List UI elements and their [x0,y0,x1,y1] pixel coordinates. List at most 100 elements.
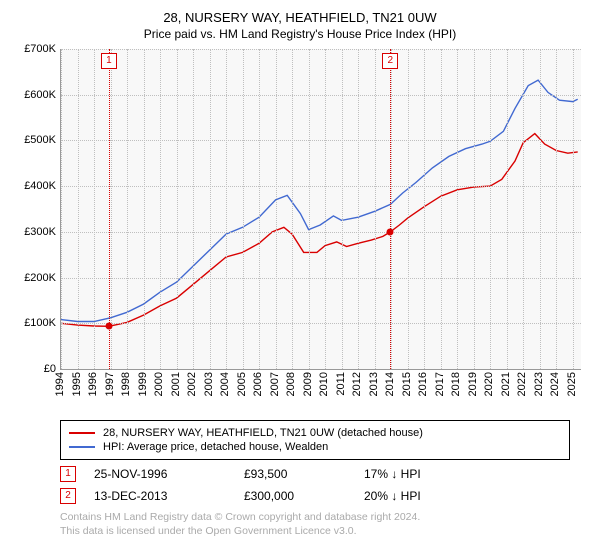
gridline-v [424,49,425,369]
x-tick-label: 2007 [269,372,281,396]
marker-date: 25-NOV-1996 [94,467,244,481]
gridline-v [457,49,458,369]
gridline-v [573,49,574,369]
x-tick-label: 2000 [153,372,165,396]
gridline-h [61,140,581,141]
gridline-v [177,49,178,369]
gridline-v [292,49,293,369]
x-tick-label: 2001 [170,372,182,396]
x-tick-label: 1999 [137,372,149,396]
legend-row: HPI: Average price, detached house, Weal… [69,441,561,453]
marker-date: 13-DEC-2013 [94,489,244,503]
chart-container: 28, NURSERY WAY, HEATHFIELD, TN21 0UW Pr… [0,0,600,546]
gridline-v [276,49,277,369]
plot-area: 12 [60,49,581,370]
gridline-v [474,49,475,369]
gridline-h [61,323,581,324]
marker-badge-small: 2 [60,488,76,504]
x-tick-label: 1998 [120,372,132,396]
x-tick-label: 2016 [417,372,429,396]
gridline-v [61,49,62,369]
attribution-text: Contains HM Land Registry data © Crown c… [60,510,588,538]
gridline-v [259,49,260,369]
gridline-v [193,49,194,369]
x-tick-label: 2011 [335,372,347,396]
attribution-line: This data is licensed under the Open Gov… [60,524,588,538]
y-tick-label: £300K [24,226,56,238]
marker-vline [390,49,391,369]
y-tick-label: £400K [24,180,56,192]
marker-summary-table: 125-NOV-1996£93,50017% ↓ HPI213-DEC-2013… [60,466,570,504]
legend-row: 28, NURSERY WAY, HEATHFIELD, TN21 0UW (d… [69,427,561,439]
gridline-h [61,278,581,279]
gridline-v [507,49,508,369]
gridline-v [358,49,359,369]
y-tick-label: £600K [24,89,56,101]
x-tick-label: 2012 [351,372,363,396]
x-tick-label: 1994 [54,372,66,396]
x-tick-label: 2014 [384,372,396,396]
x-tick-label: 2009 [302,372,314,396]
x-tick-label: 2006 [252,372,264,396]
x-tick-label: 2005 [236,372,248,396]
legend-swatch [69,446,95,448]
gridline-v [540,49,541,369]
y-tick-label: £200K [24,272,56,284]
marker-badge-small: 1 [60,466,76,482]
x-tick-label: 2024 [549,372,561,396]
chart-title: 28, NURSERY WAY, HEATHFIELD, TN21 0UW [12,10,588,25]
line-series-svg [61,49,581,369]
gridline-h [61,95,581,96]
y-axis: £0£100K£200K£300K£400K£500K£600K£700K [12,49,60,369]
gridline-v [127,49,128,369]
x-tick-label: 2019 [467,372,479,396]
gridline-v [144,49,145,369]
x-tick-label: 2023 [533,372,545,396]
x-tick-label: 2020 [483,372,495,396]
marker-badge: 1 [101,53,117,69]
gridline-v [94,49,95,369]
marker-price: £93,500 [244,467,364,481]
marker-summary-row: 213-DEC-2013£300,00020% ↓ HPI [60,488,570,504]
gridline-h [61,232,581,233]
x-tick-label: 2013 [368,372,380,396]
gridline-v [408,49,409,369]
gridline-v [490,49,491,369]
gridline-v [226,49,227,369]
x-tick-label: 1997 [104,372,116,396]
series-line [61,80,578,321]
attribution-line: Contains HM Land Registry data © Crown c… [60,510,588,524]
gridline-h [61,186,581,187]
marker-price: £300,000 [244,489,364,503]
gridline-v [325,49,326,369]
gridline-v [243,49,244,369]
x-tick-label: 2015 [401,372,413,396]
x-tick-label: 2018 [450,372,462,396]
marker-vline [109,49,110,369]
x-tick-label: 2008 [285,372,297,396]
gridline-v [375,49,376,369]
marker-dot [105,323,112,330]
x-tick-label: 2010 [318,372,330,396]
chart-area: £0£100K£200K£300K£400K£500K£600K£700K 12 [12,49,588,370]
gridline-v [309,49,310,369]
gridline-v [111,49,112,369]
x-tick-label: 2022 [516,372,528,396]
marker-summary-row: 125-NOV-1996£93,50017% ↓ HPI [60,466,570,482]
gridline-h [61,49,581,50]
gridline-v [441,49,442,369]
x-tick-label: 1996 [87,372,99,396]
legend-swatch [69,432,95,434]
series-line [61,134,578,327]
x-tick-label: 2003 [203,372,215,396]
gridline-v [342,49,343,369]
gridline-v [78,49,79,369]
gridline-v [160,49,161,369]
gridline-v [210,49,211,369]
x-tick-label: 2017 [434,372,446,396]
gridline-v [523,49,524,369]
y-tick-label: £700K [24,43,56,55]
chart-subtitle: Price paid vs. HM Land Registry's House … [12,27,588,41]
x-axis: 1994199519961997199819992000200120022003… [60,370,580,414]
x-tick-label: 2004 [219,372,231,396]
